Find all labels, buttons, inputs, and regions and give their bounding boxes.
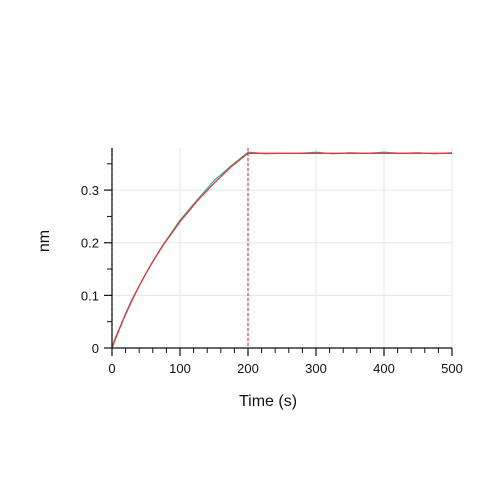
fit-line <box>111 152 452 349</box>
y-tick-label: 0.2 <box>81 236 99 251</box>
x-tick-label: 200 <box>237 361 259 376</box>
y-tick-label: 0.1 <box>81 288 99 303</box>
grid <box>112 148 453 348</box>
measured-line <box>111 151 453 348</box>
x-tick-label: 500 <box>441 361 463 376</box>
y-tick-label: 0 <box>92 341 99 356</box>
x-tick-label: 100 <box>169 361 191 376</box>
x-tick-label: 0 <box>108 361 115 376</box>
x-tick-label: 300 <box>305 361 327 376</box>
y-axis-title: nm <box>36 230 53 252</box>
y-tick-label: 0.3 <box>81 183 99 198</box>
data-series <box>111 151 453 349</box>
x-tick-label: 400 <box>373 361 395 376</box>
x-axis-title: Time (s) <box>239 393 297 410</box>
axes: 0 100 200 300 400 500 0 0.1 0.2 0.3 <box>81 148 463 376</box>
